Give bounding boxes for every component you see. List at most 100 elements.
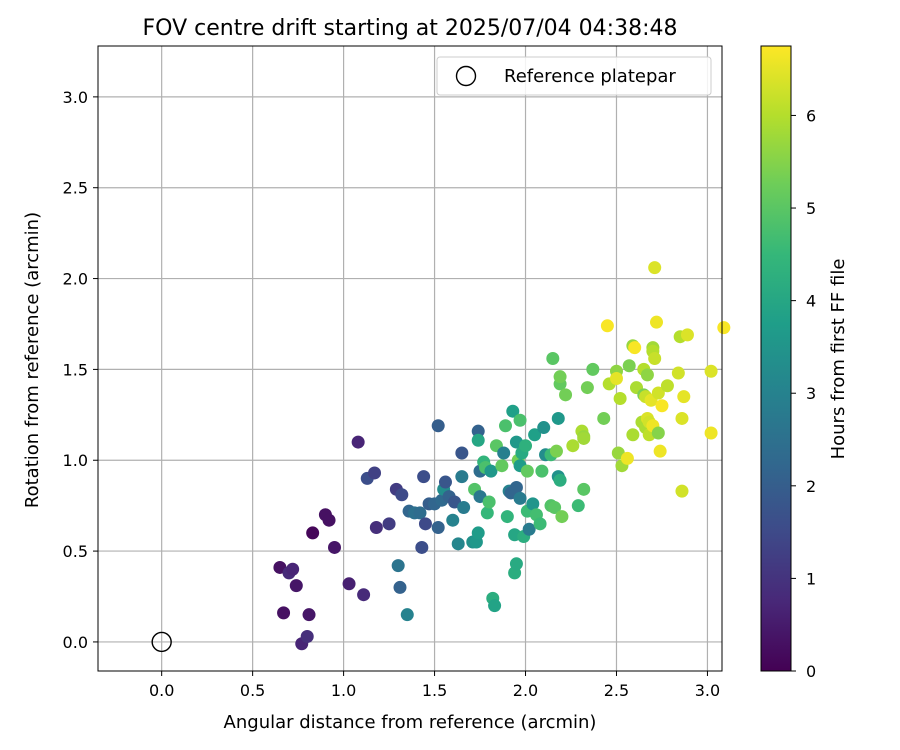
data-point: [609, 371, 623, 385]
colorbar: 0 1 2 3 4 5 6 Hours from first FF file: [760, 45, 849, 681]
y-tick-label: 2.5: [63, 179, 88, 198]
data-point: [446, 513, 460, 527]
data-point: [431, 520, 445, 534]
data-point: [548, 500, 562, 514]
x-axis-ticks: 0.0 0.5 1.0 1.5 2.0 2.5 3.0: [149, 671, 720, 700]
data-point: [457, 500, 471, 514]
legend-box: [436, 56, 712, 96]
data-point: [555, 510, 569, 524]
x-tick-label: 3.0: [695, 681, 720, 700]
data-point: [382, 517, 396, 531]
data-point: [351, 435, 365, 449]
data-point: [484, 464, 498, 478]
data-point: [497, 446, 511, 460]
data-point: [509, 557, 523, 571]
data-point: [395, 488, 409, 502]
colorbar-tick-label: 1: [806, 569, 816, 588]
data-point: [680, 328, 694, 342]
data-point: [415, 540, 429, 554]
x-tick-label: 2.5: [604, 681, 629, 700]
plot-frame: [97, 45, 723, 672]
x-tick-label: 1.0: [331, 681, 356, 700]
data-point: [413, 506, 427, 520]
data-point: [357, 588, 371, 602]
x-tick-label: 2.0: [513, 681, 538, 700]
data-point: [600, 319, 614, 333]
data-point: [289, 579, 303, 593]
data-point: [526, 497, 540, 511]
data-point: [655, 399, 669, 413]
data-point: [559, 388, 573, 402]
data-point: [704, 364, 718, 378]
data-point: [551, 411, 565, 425]
data-point: [368, 466, 382, 480]
data-point: [513, 491, 527, 505]
data-point: [438, 475, 452, 489]
data-point: [717, 321, 731, 335]
x-tick-label: 1.5: [422, 681, 447, 700]
data-point: [553, 473, 567, 487]
data-point: [480, 506, 494, 520]
data-point: [653, 444, 667, 458]
data-point: [549, 444, 563, 458]
data-point: [650, 315, 664, 329]
data-point: [431, 419, 445, 433]
data-point: [417, 470, 431, 484]
data-point: [519, 439, 533, 453]
reference-platepar-marker: [151, 631, 172, 653]
data-point: [306, 526, 320, 540]
data-point: [482, 495, 496, 509]
data-point: [455, 446, 469, 460]
y-axis-label: Rotation from reference (arcmin): [22, 212, 43, 508]
data-point: [533, 517, 547, 531]
data-point: [528, 428, 542, 442]
x-axis-label: Angular distance from reference (arcmin): [224, 712, 597, 733]
data-point: [471, 424, 485, 438]
colorbar-ticks: 0 1 2 3 4 5 6: [791, 106, 816, 681]
data-point: [322, 513, 336, 527]
data-point: [580, 381, 594, 395]
data-point: [571, 499, 585, 513]
data-point: [675, 484, 689, 498]
data-point: [586, 362, 600, 376]
data-point: [513, 413, 527, 427]
colorbar-tick-label: 6: [806, 106, 816, 125]
reference-marker-layer: [151, 631, 172, 653]
data-point: [277, 606, 291, 620]
data-point: [302, 608, 316, 622]
data-point: [500, 510, 514, 524]
data-point: [628, 341, 642, 355]
data-point: [675, 411, 689, 425]
x-tick-label: 0.0: [149, 681, 174, 700]
data-point: [369, 520, 383, 534]
y-tick-label: 2.0: [63, 270, 88, 289]
data-point: [509, 480, 523, 494]
data-point: [566, 439, 580, 453]
data-point: [451, 537, 465, 551]
data-point: [391, 559, 405, 573]
data-point: [660, 379, 674, 393]
colorbar-gradient: [760, 45, 792, 672]
data-point: [300, 629, 314, 643]
data-point: [499, 419, 513, 433]
data-point: [488, 599, 502, 613]
colorbar-tick-label: 4: [806, 292, 816, 311]
data-point: [620, 451, 634, 465]
data-point: [648, 261, 662, 275]
data-point: [577, 431, 591, 445]
data-point: [622, 359, 636, 373]
y-tick-label: 1.0: [63, 451, 88, 470]
data-point: [626, 428, 640, 442]
colorbar-tick-label: 3: [806, 384, 816, 403]
data-points: [273, 261, 731, 651]
data-point: [342, 577, 356, 591]
data-point: [520, 464, 534, 478]
data-point: [506, 404, 520, 418]
colorbar-label: Hours from first FF file: [828, 259, 849, 460]
y-tick-label: 0.5: [63, 542, 88, 561]
data-point: [471, 526, 485, 540]
colorbar-tick-label: 0: [806, 662, 816, 681]
data-point: [648, 352, 662, 365]
data-point: [400, 608, 414, 622]
